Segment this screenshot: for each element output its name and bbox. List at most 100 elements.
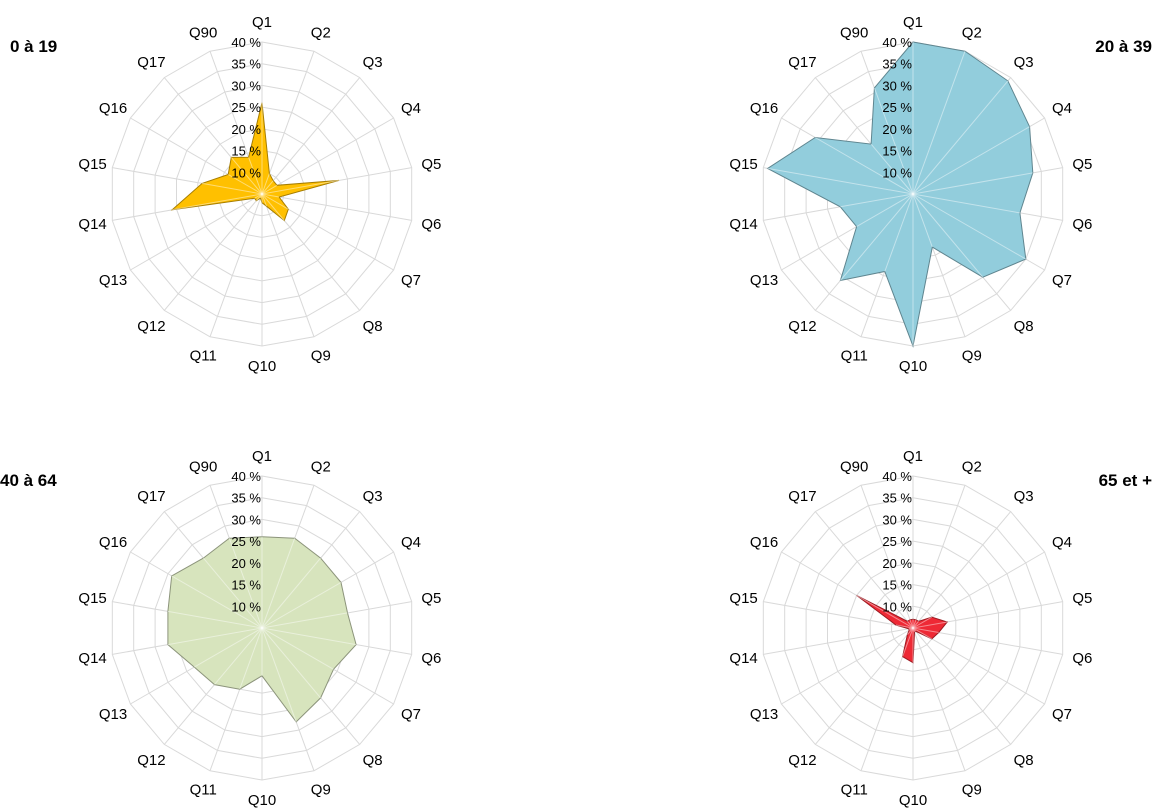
category-label-Q14: Q14 <box>78 216 106 233</box>
grid-spoke <box>130 193 263 271</box>
category-label-Q6: Q6 <box>421 650 441 667</box>
grid-spoke <box>814 511 914 629</box>
grid-spoke <box>912 627 1045 705</box>
data-point-Q13 <box>194 627 263 668</box>
data-point-Q9 <box>261 627 297 723</box>
category-label-Q10: Q10 <box>899 792 927 809</box>
data-point-Q5 <box>912 621 948 629</box>
category-label-Q13: Q13 <box>750 272 778 289</box>
category-label-Q12: Q12 <box>788 752 816 769</box>
category-label-Q90: Q90 <box>189 458 217 475</box>
category-label-Q11: Q11 <box>841 348 868 365</box>
tick-label: 30 % <box>882 512 912 527</box>
grid-spoke <box>912 485 966 629</box>
data-point-Q6 <box>912 193 1020 214</box>
data-point-Q14 <box>908 627 914 630</box>
tick-label: 40 % <box>882 35 912 50</box>
data-point-Q2 <box>912 619 917 629</box>
data-point-Q16 <box>856 594 914 629</box>
category-label-Q5: Q5 <box>421 156 441 173</box>
data-point-Q3 <box>912 80 1009 195</box>
grid-spoke <box>261 117 394 195</box>
data-point-Q11 <box>902 627 914 657</box>
data-point-Q5 <box>912 172 1033 195</box>
category-label-Q11: Q11 <box>190 782 217 799</box>
tick-label: 25 % <box>231 534 261 549</box>
category-label-Q9: Q9 <box>962 348 982 365</box>
category-label-Q4: Q4 <box>401 534 421 551</box>
tick-label: 35 % <box>231 57 261 72</box>
category-label-Q8: Q8 <box>1014 752 1034 769</box>
category-label-Q8: Q8 <box>363 318 383 335</box>
tick-label: 35 % <box>882 491 912 506</box>
category-label-Q90: Q90 <box>840 458 868 475</box>
grid-spoke <box>814 627 914 745</box>
data-point-Q7 <box>912 627 933 640</box>
radar-panel-3: Q1 Q2 Q3 Q4 Q5 Q6 Q7 Q8 Q9 Q10 Q11 Q12 Q13 Q14 Q15 Q16 Q… <box>0 448 441 809</box>
data-point-Q6 <box>912 627 939 633</box>
grid-spoke <box>261 193 315 337</box>
data-point-Q6 <box>261 193 280 198</box>
data-point-Q14 <box>840 193 914 208</box>
data-point-Q7 <box>261 193 289 210</box>
category-label-Q10: Q10 <box>248 358 276 375</box>
category-label-Q17: Q17 <box>788 488 816 505</box>
tick-label: 10 % <box>231 599 261 614</box>
tick-label: 25 % <box>882 100 912 115</box>
category-label-Q6: Q6 <box>421 216 441 233</box>
panel-title: 65 et + <box>1099 471 1152 490</box>
category-label-Q11: Q11 <box>841 782 868 799</box>
panel-title: 20 à 39 <box>1095 37 1152 56</box>
radar-panel-1: Q1 Q2 Q3 Q4 Q5 Q6 Q7 Q8 Q9 Q10 Q11 Q12 Q13 Q14 Q15 Q16 Q… <box>10 14 441 375</box>
data-point-Q15 <box>202 182 263 195</box>
category-label-Q90: Q90 <box>840 24 868 41</box>
data-point-Q3 <box>261 180 274 195</box>
grid-spoke <box>860 485 914 629</box>
tick-label: 15 % <box>882 578 912 593</box>
category-label-Q14: Q14 <box>729 216 757 233</box>
grid-spoke <box>261 193 412 221</box>
tick-label: 40 % <box>882 469 912 484</box>
grid-spoke <box>912 551 1045 629</box>
panel-title: 0 à 19 <box>10 37 57 56</box>
data-point-Q13 <box>856 193 914 228</box>
data-point-Q16 <box>227 174 263 195</box>
data-point-Q17 <box>870 143 914 195</box>
data-point-Q17 <box>203 557 263 629</box>
data-point-Q15 <box>167 610 263 629</box>
tick-label: 40 % <box>231 469 261 484</box>
category-label-Q15: Q15 <box>729 156 757 173</box>
grid-spoke <box>261 51 315 195</box>
category-label-Q6: Q6 <box>1072 216 1092 233</box>
category-label-Q13: Q13 <box>750 706 778 723</box>
tick-label: 30 % <box>882 78 912 93</box>
tick-label: 35 % <box>231 491 261 506</box>
category-label-Q2: Q2 <box>962 458 982 475</box>
category-label-Q10: Q10 <box>248 792 276 809</box>
category-label-Q7: Q7 <box>1052 706 1072 723</box>
data-point-Q15 <box>767 167 914 195</box>
data-point-Q90 <box>248 157 263 195</box>
tick-label: 25 % <box>882 534 912 549</box>
category-label-Q1: Q1 <box>252 14 272 31</box>
category-label-Q4: Q4 <box>1052 100 1072 117</box>
grid-spoke <box>763 627 914 655</box>
category-label-Q8: Q8 <box>363 752 383 769</box>
category-label-Q14: Q14 <box>78 650 106 667</box>
grid-spoke <box>912 627 1012 745</box>
category-label-Q2: Q2 <box>311 458 331 475</box>
category-label-Q9: Q9 <box>311 782 331 799</box>
data-point-Q12 <box>214 627 263 685</box>
data-point-Q9 <box>261 193 267 207</box>
radar-panel-2: Q1 Q2 Q3 Q4 Q5 Q6 Q7 Q8 Q9 Q10 Q11 Q12 Q13 Q14 Q15 Q16 Q… <box>729 14 1152 375</box>
grid-spoke <box>209 193 263 337</box>
data-point-Q4 <box>912 616 933 629</box>
tick-label: 25 % <box>231 100 261 115</box>
tick-label: 20 % <box>882 556 912 571</box>
category-label-Q4: Q4 <box>401 100 421 117</box>
tick-label: 15 % <box>231 144 261 159</box>
category-label-Q17: Q17 <box>137 54 165 71</box>
tick-label: 10 % <box>882 165 912 180</box>
data-point-Q11 <box>884 193 914 272</box>
